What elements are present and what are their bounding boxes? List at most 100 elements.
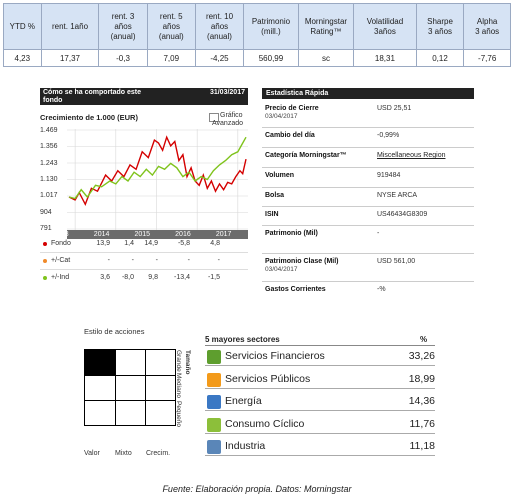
x-axis-bar bbox=[67, 230, 248, 239]
legend-dot bbox=[43, 242, 47, 246]
style-row-large: Grande bbox=[175, 350, 182, 372]
y-tick-label: 1.356 bbox=[40, 143, 58, 151]
chart-subtitle: Crecimiento de 1.000 (EUR) bbox=[40, 113, 138, 122]
metric-header-text: Morningstar bbox=[304, 16, 348, 26]
y-tick-label: 1.017 bbox=[40, 192, 58, 200]
stat-label: Bolsa bbox=[265, 192, 285, 199]
metric-header-text: años bbox=[162, 21, 180, 31]
car-icon bbox=[207, 417, 221, 432]
metric-header-7: Volatilidad 3años bbox=[353, 3, 417, 50]
metric-header-text: rent. 5 bbox=[159, 11, 183, 21]
x-tick-label: 2014 bbox=[93, 231, 110, 238]
graph-link-line2[interactable]: Avanzado bbox=[212, 120, 244, 127]
stat-label: Patrimonio (Mil) bbox=[265, 230, 318, 237]
style-row-labels: Tamaño Grande Mediano Pequeño bbox=[175, 350, 192, 435]
legend-label: Fondo bbox=[51, 240, 71, 247]
stat-label: Gastos Corrientes bbox=[265, 286, 326, 293]
metric-value-5: 560,99 bbox=[243, 49, 299, 67]
metrics-value-row: 4,23 17,37 -0,3 7,09 -4,25 560,99 sc 18,31 0,12-… bbox=[3, 49, 511, 67]
legend-label: +/-Cat bbox=[51, 257, 71, 264]
legend-value: - bbox=[131, 257, 134, 264]
sector-row: Energía 14,36 bbox=[205, 393, 435, 411]
stat-value: USD 561,00 bbox=[377, 258, 416, 265]
stat-value: 919484 bbox=[377, 172, 401, 179]
series-line-Fondo bbox=[68, 135, 247, 207]
metric-header-text: rent. 3 bbox=[111, 11, 135, 21]
stat-sub: 03/04/2017 bbox=[265, 266, 298, 273]
stat-label: Patrimonio Clase (Mil) bbox=[265, 258, 339, 265]
metric-value-0: 4,23 bbox=[3, 49, 42, 67]
series-line-+/-Ind bbox=[68, 136, 247, 200]
metric-value-2: -0,3 bbox=[98, 49, 148, 67]
sector-row: Servicios Financieros 33,26 bbox=[205, 348, 435, 366]
bank-icon bbox=[207, 350, 221, 364]
metric-value-7: 18,31 bbox=[353, 49, 417, 67]
metric-value-6: sc bbox=[297, 49, 355, 67]
metric-header-text: YTD % bbox=[9, 21, 35, 31]
legend-value: 3,6 bbox=[100, 274, 110, 281]
metric-header-text: años bbox=[114, 21, 132, 31]
stat-value: USD 25,51 bbox=[377, 105, 412, 112]
metric-header-text: Patrimonio bbox=[251, 16, 291, 26]
metric-header-0: YTD % bbox=[3, 3, 42, 50]
sector-value: 14,36 bbox=[408, 395, 435, 407]
legend-value: -5,8 bbox=[177, 240, 190, 247]
style-size-label: Tamaño bbox=[184, 350, 191, 375]
stats-header: Estadística Rápida bbox=[262, 88, 474, 99]
performance-date: 31/03/2017 bbox=[209, 89, 245, 96]
stat-label: Volumen bbox=[265, 172, 295, 179]
metric-header-text: 3 años bbox=[475, 26, 500, 36]
legend-value: -13,4 bbox=[174, 274, 190, 281]
metric-header-text: 3 años bbox=[428, 26, 453, 36]
metrics-header-row: YTD % rent. 1año rent. 3 años (anual) rent. 5… bbox=[3, 3, 511, 50]
metric-header-text: Rating™ bbox=[310, 26, 342, 36]
y-tick-label: 1.469 bbox=[40, 127, 58, 134]
legend-value: - bbox=[187, 257, 190, 264]
performance-header: Cómo se ha comportado este fondo 31/03/2… bbox=[40, 88, 248, 105]
metrics-table: YTD % rent. 1año rent. 3 años (anual) rent. 5… bbox=[3, 3, 511, 67]
chart-icon[interactable] bbox=[209, 113, 219, 122]
legend-value: - bbox=[107, 257, 110, 264]
stat-label: Categoría Morningstar™ bbox=[265, 152, 347, 159]
sectors-pct-header: % bbox=[420, 335, 428, 344]
metric-header-9: Alpha 3 años bbox=[463, 3, 511, 50]
stat-sub: 03/04/2017 bbox=[265, 113, 298, 120]
graph-link-line1[interactable]: Gráfico bbox=[220, 112, 243, 119]
y-tick-label: 1.130 bbox=[40, 175, 58, 183]
metric-header-text: (anual) bbox=[207, 31, 232, 41]
metric-value-4: -4,25 bbox=[194, 49, 245, 67]
sector-value: 33,26 bbox=[408, 350, 435, 362]
legend-value: 4,8 bbox=[210, 240, 220, 247]
sector-row: Consumo Cíclico 11,76 bbox=[205, 416, 435, 434]
sector-name: Consumo Cíclico bbox=[225, 417, 305, 430]
sector-name: Servicios Públicos bbox=[225, 372, 311, 385]
stat-label: ISIN bbox=[265, 211, 279, 218]
metric-header-text: años bbox=[210, 21, 229, 31]
legend-value: -8,0 bbox=[121, 274, 134, 281]
stat-value: - bbox=[377, 230, 380, 237]
legend-value: -1,5 bbox=[207, 274, 220, 281]
metric-header-text: Volatilidad bbox=[366, 16, 404, 26]
stat-value-link[interactable]: Miscellaneous Region bbox=[377, 152, 446, 159]
drop-icon bbox=[207, 395, 221, 409]
sector-value: 18,99 bbox=[408, 372, 435, 385]
stat-label: Cambio del día bbox=[265, 132, 315, 139]
y-tick-label: 791 bbox=[40, 224, 52, 232]
growth-chart bbox=[67, 129, 248, 230]
style-row-medium: Mediano bbox=[175, 373, 182, 398]
style-title: Estilo de acciones bbox=[84, 327, 145, 336]
metric-header-text: (anual) bbox=[110, 31, 136, 41]
metric-header-4: rent. 10 años (anual) bbox=[194, 3, 245, 50]
sector-row: Servicios Públicos 18,99 bbox=[205, 371, 435, 389]
metric-header-text: rent. 10 bbox=[205, 11, 234, 21]
x-tick-label: 2015 bbox=[134, 231, 151, 238]
sector-row: Industria 11,18 bbox=[205, 438, 435, 456]
legend-value: - bbox=[155, 257, 158, 264]
stat-value: -% bbox=[377, 286, 386, 293]
gear-icon bbox=[207, 440, 221, 454]
legend-value: - bbox=[217, 257, 220, 264]
legend-value: 9,8 bbox=[148, 274, 158, 281]
metric-header-text: (mill.) bbox=[261, 26, 281, 36]
x-tick-label: 2016 bbox=[175, 231, 191, 238]
metric-header-text: Alpha bbox=[476, 16, 498, 26]
